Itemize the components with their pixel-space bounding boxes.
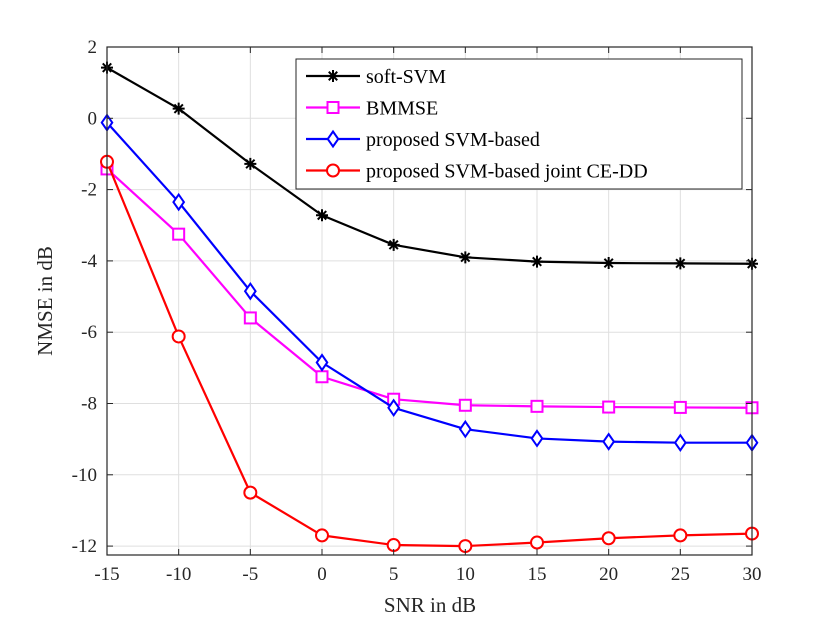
y-tick-label: -6: [81, 322, 97, 343]
x-tick-label: 5: [389, 564, 399, 585]
data-point: [172, 102, 185, 115]
axes-box: [106, 46, 753, 556]
x-tick-label: -15: [94, 564, 119, 585]
data-point: [531, 255, 543, 268]
data-point: [171, 329, 186, 344]
x-tick-label: 20: [599, 564, 618, 585]
data-point: [530, 535, 544, 550]
legend: soft-SVM BMMSE proposed SVM-based proposed …: [295, 58, 743, 190]
legend-marker: [326, 129, 340, 149]
data-point: [244, 157, 257, 170]
legend-box: [295, 58, 743, 190]
legend-label: proposed SVM-based joint CE-DD: [366, 161, 648, 183]
legend-marker: [327, 70, 339, 82]
y-tick-label: -8: [81, 393, 97, 414]
y-tick-label: -10: [72, 465, 97, 486]
legend-marker: [326, 163, 340, 178]
data-point: [243, 281, 257, 301]
x-tick-label: 15: [528, 564, 547, 585]
series-3: [100, 154, 759, 554]
data-point: [530, 399, 544, 413]
legend-entry: BMMSE: [306, 98, 438, 120]
data-point: [387, 398, 401, 418]
series-line: [106, 168, 753, 409]
x-tick-label: 30: [743, 564, 762, 585]
y-axis-title: NMSE in dB: [33, 246, 57, 356]
legend-entry: proposed SVM-based joint CE-DD: [306, 161, 648, 183]
x-tick-label: 10: [456, 564, 475, 585]
legend-label: soft-SVM: [366, 66, 446, 88]
legend-entry: proposed SVM-based: [306, 129, 540, 151]
data-point: [458, 419, 472, 439]
data-point: [316, 209, 328, 222]
y-tick-label: 0: [88, 108, 98, 129]
series-line: [105, 161, 753, 548]
data-point: [530, 429, 544, 448]
data-point: [602, 400, 616, 414]
y-tick-label: -2: [81, 180, 97, 201]
x-tick-label: -10: [166, 564, 191, 585]
data-point: [674, 257, 687, 270]
x-tick-label: -5: [242, 564, 258, 585]
data-point: [602, 432, 616, 451]
series-line: [106, 121, 752, 444]
y-tick-label: -4: [81, 251, 97, 272]
data-point: [315, 353, 329, 372]
data-point: [243, 485, 258, 500]
series-line: [106, 66, 753, 265]
data-point: [673, 433, 687, 452]
data-point: [315, 370, 329, 384]
y-tick-label: -12: [72, 536, 97, 557]
data-point: [243, 311, 257, 325]
data-point: [602, 257, 615, 270]
x-tick-label: 0: [317, 564, 327, 585]
x-tick-label: 25: [671, 564, 690, 585]
data-point: [172, 192, 186, 212]
x-axis-title: SNR in dB: [384, 593, 476, 617]
legend-label: BMMSE: [366, 98, 438, 120]
series-2: [100, 113, 759, 452]
data-point: [459, 251, 472, 264]
y-tick-label: 2: [88, 37, 98, 58]
legend-entry: soft-SVM: [306, 66, 446, 88]
legend-marker: [326, 101, 340, 114]
data-point: [387, 238, 400, 251]
data-point: [458, 398, 472, 412]
legend-label: proposed SVM-based: [366, 129, 540, 151]
data-point: [172, 227, 186, 241]
data-point: [673, 528, 688, 543]
data-point: [601, 531, 616, 546]
data-point: [315, 528, 329, 543]
data-point: [673, 400, 687, 414]
